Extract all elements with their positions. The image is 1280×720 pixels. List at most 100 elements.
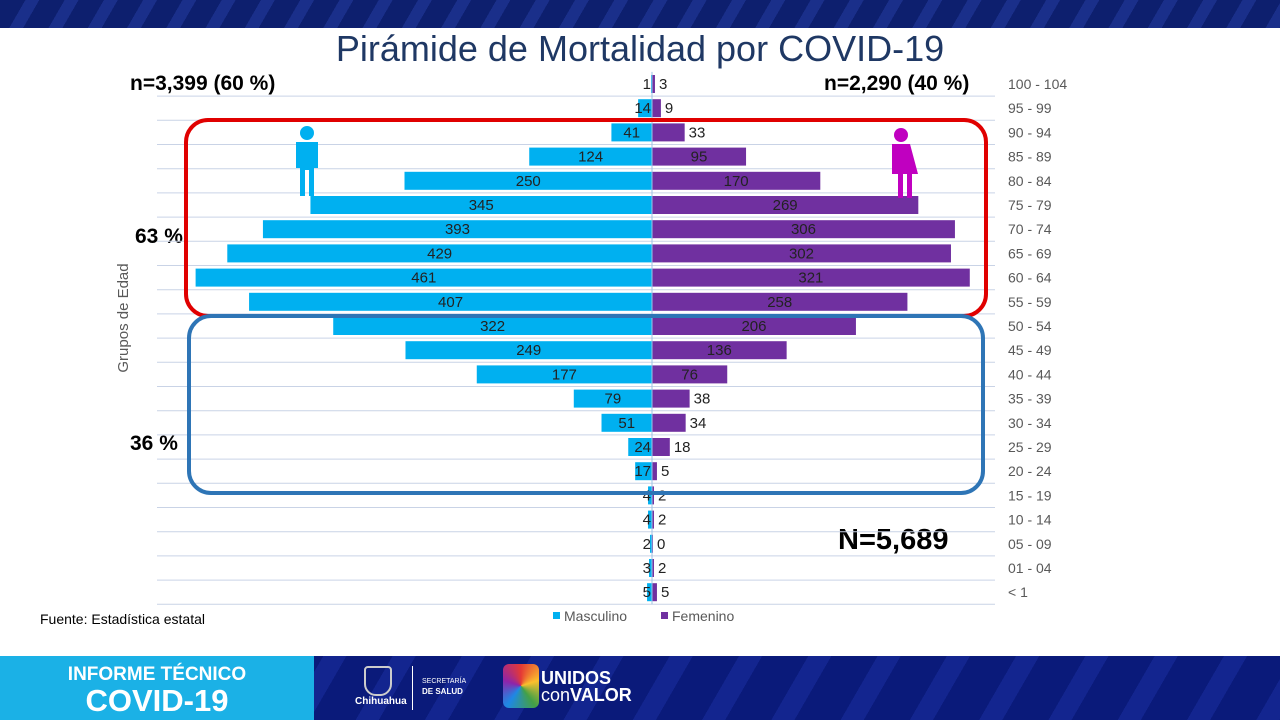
bar-male	[611, 123, 652, 142]
bar-male	[476, 365, 652, 384]
top-band	[0, 0, 1280, 28]
valor-text: VALOR	[570, 685, 632, 705]
bar-female	[652, 75, 655, 93]
label-female: 206	[741, 318, 766, 335]
label-female: 302	[789, 245, 814, 262]
label-male: 124	[578, 149, 603, 166]
footer-banner: INFORME TÉCNICO COVID-19 Chihuahua SECRE…	[0, 656, 1280, 720]
bar-female	[652, 292, 908, 311]
age-tick-label: 50 - 54	[1008, 318, 1052, 334]
label-male: 177	[552, 366, 577, 383]
bar-female	[652, 171, 821, 190]
label-male: 250	[516, 173, 541, 190]
bar-male	[404, 171, 652, 190]
label-female: 269	[773, 197, 798, 214]
age-tick-label: 45 - 49	[1008, 342, 1052, 358]
age-tick-label: < 1	[1008, 584, 1028, 600]
bar-female	[652, 317, 856, 335]
age-tick-label: 100 - 104	[1008, 76, 1067, 92]
bar-female	[652, 510, 654, 529]
legend-label-female: Femenino	[672, 608, 734, 624]
bar-male	[601, 413, 652, 432]
legend-label-male: Masculino	[564, 608, 627, 624]
label-male: 41	[623, 124, 640, 141]
bar-female	[652, 268, 970, 287]
age-tick-label: 30 - 34	[1008, 415, 1052, 431]
label-female: 306	[791, 221, 816, 238]
bar-male	[333, 317, 652, 335]
age-tick-label: 85 - 89	[1008, 149, 1052, 165]
bar-female	[652, 341, 787, 360]
label-male: 345	[469, 197, 494, 214]
bar-male	[648, 510, 652, 529]
shield-icon	[364, 666, 392, 696]
bar-female	[652, 123, 685, 142]
report-badge: INFORME TÉCNICO COVID-19	[0, 656, 314, 720]
bar-male	[310, 196, 652, 214]
secretaria: SECRETARÍA	[422, 678, 467, 685]
pct-bottom: 36 %	[130, 432, 178, 455]
label-female: 136	[707, 342, 732, 359]
label-female: 33	[689, 124, 706, 141]
label-female: 5	[661, 463, 669, 480]
bar-male	[262, 220, 652, 239]
female-icon	[894, 128, 908, 142]
bar-male	[647, 583, 652, 602]
bar-male	[648, 486, 652, 505]
de-salud: DE SALUD	[422, 687, 463, 696]
label-female: 2	[658, 512, 666, 529]
label-female: 76	[681, 366, 698, 383]
age-tick-label: 40 - 44	[1008, 366, 1052, 382]
highlight-box-younger	[187, 314, 985, 495]
bar-female	[652, 583, 657, 602]
age-tick-label: 95 - 99	[1008, 100, 1052, 116]
age-tick-label: 60 - 64	[1008, 270, 1052, 286]
bar-male	[249, 292, 652, 311]
female-total: n=2,290 (40 %)	[824, 72, 970, 95]
label-female: 2	[658, 560, 666, 577]
bar-male	[650, 534, 652, 553]
bar-female	[652, 462, 657, 481]
label-female: 95	[691, 149, 708, 166]
bar-female	[652, 486, 654, 505]
label-male: 17	[634, 463, 651, 480]
male-icon	[296, 142, 318, 196]
report-line2: COVID-19	[85, 683, 229, 718]
label-male: 407	[438, 294, 463, 311]
label-male: 51	[618, 415, 635, 432]
label-male: 393	[445, 221, 470, 238]
label-male: 2	[643, 536, 651, 553]
label-male: 249	[516, 342, 541, 359]
bar-female	[652, 438, 670, 456]
bar-female	[652, 559, 654, 577]
source-note: Fuente: Estadística estatal	[40, 611, 205, 627]
age-tick-label: 80 - 84	[1008, 173, 1052, 189]
age-tick-label: 10 - 14	[1008, 512, 1052, 528]
bar-female	[652, 220, 955, 239]
con-text: con	[541, 685, 571, 705]
label-female: 18	[674, 439, 691, 456]
label-female: 0	[657, 536, 665, 553]
chart-title: Pirámide de Mortalidad por COVID-19	[335, 28, 945, 69]
label-male: 79	[605, 391, 622, 408]
bar-female	[652, 244, 951, 263]
age-tick-label: 90 - 94	[1008, 124, 1052, 140]
bar-male	[635, 462, 652, 481]
female-icon	[892, 144, 918, 198]
label-male: 429	[427, 245, 452, 262]
label-male: 4	[643, 512, 651, 529]
label-male: 5	[643, 584, 651, 601]
label-female: 258	[767, 294, 792, 311]
bar-male	[405, 341, 652, 360]
age-tick-label: 25 - 29	[1008, 439, 1052, 455]
age-tick-label: 65 - 69	[1008, 245, 1052, 261]
label-female: 170	[724, 173, 749, 190]
label-male: 4	[643, 487, 651, 504]
divider	[412, 666, 413, 710]
label-female: 321	[798, 270, 823, 287]
report-line1: INFORME TÉCNICO	[67, 664, 247, 685]
unidos-text: UNIDOS	[541, 668, 612, 688]
age-tick-label: 70 - 74	[1008, 221, 1052, 237]
bar-female	[652, 413, 686, 432]
